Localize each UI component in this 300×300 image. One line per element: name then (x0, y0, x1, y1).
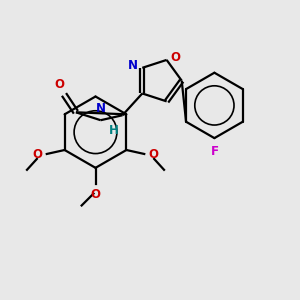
Text: O: O (171, 51, 181, 64)
Text: N: N (96, 102, 106, 115)
Text: O: O (54, 79, 64, 92)
Text: O: O (33, 148, 43, 161)
Text: H: H (109, 124, 118, 137)
Text: N: N (128, 59, 138, 72)
Text: F: F (210, 145, 218, 158)
Text: O: O (148, 148, 158, 161)
Text: O: O (91, 188, 100, 201)
